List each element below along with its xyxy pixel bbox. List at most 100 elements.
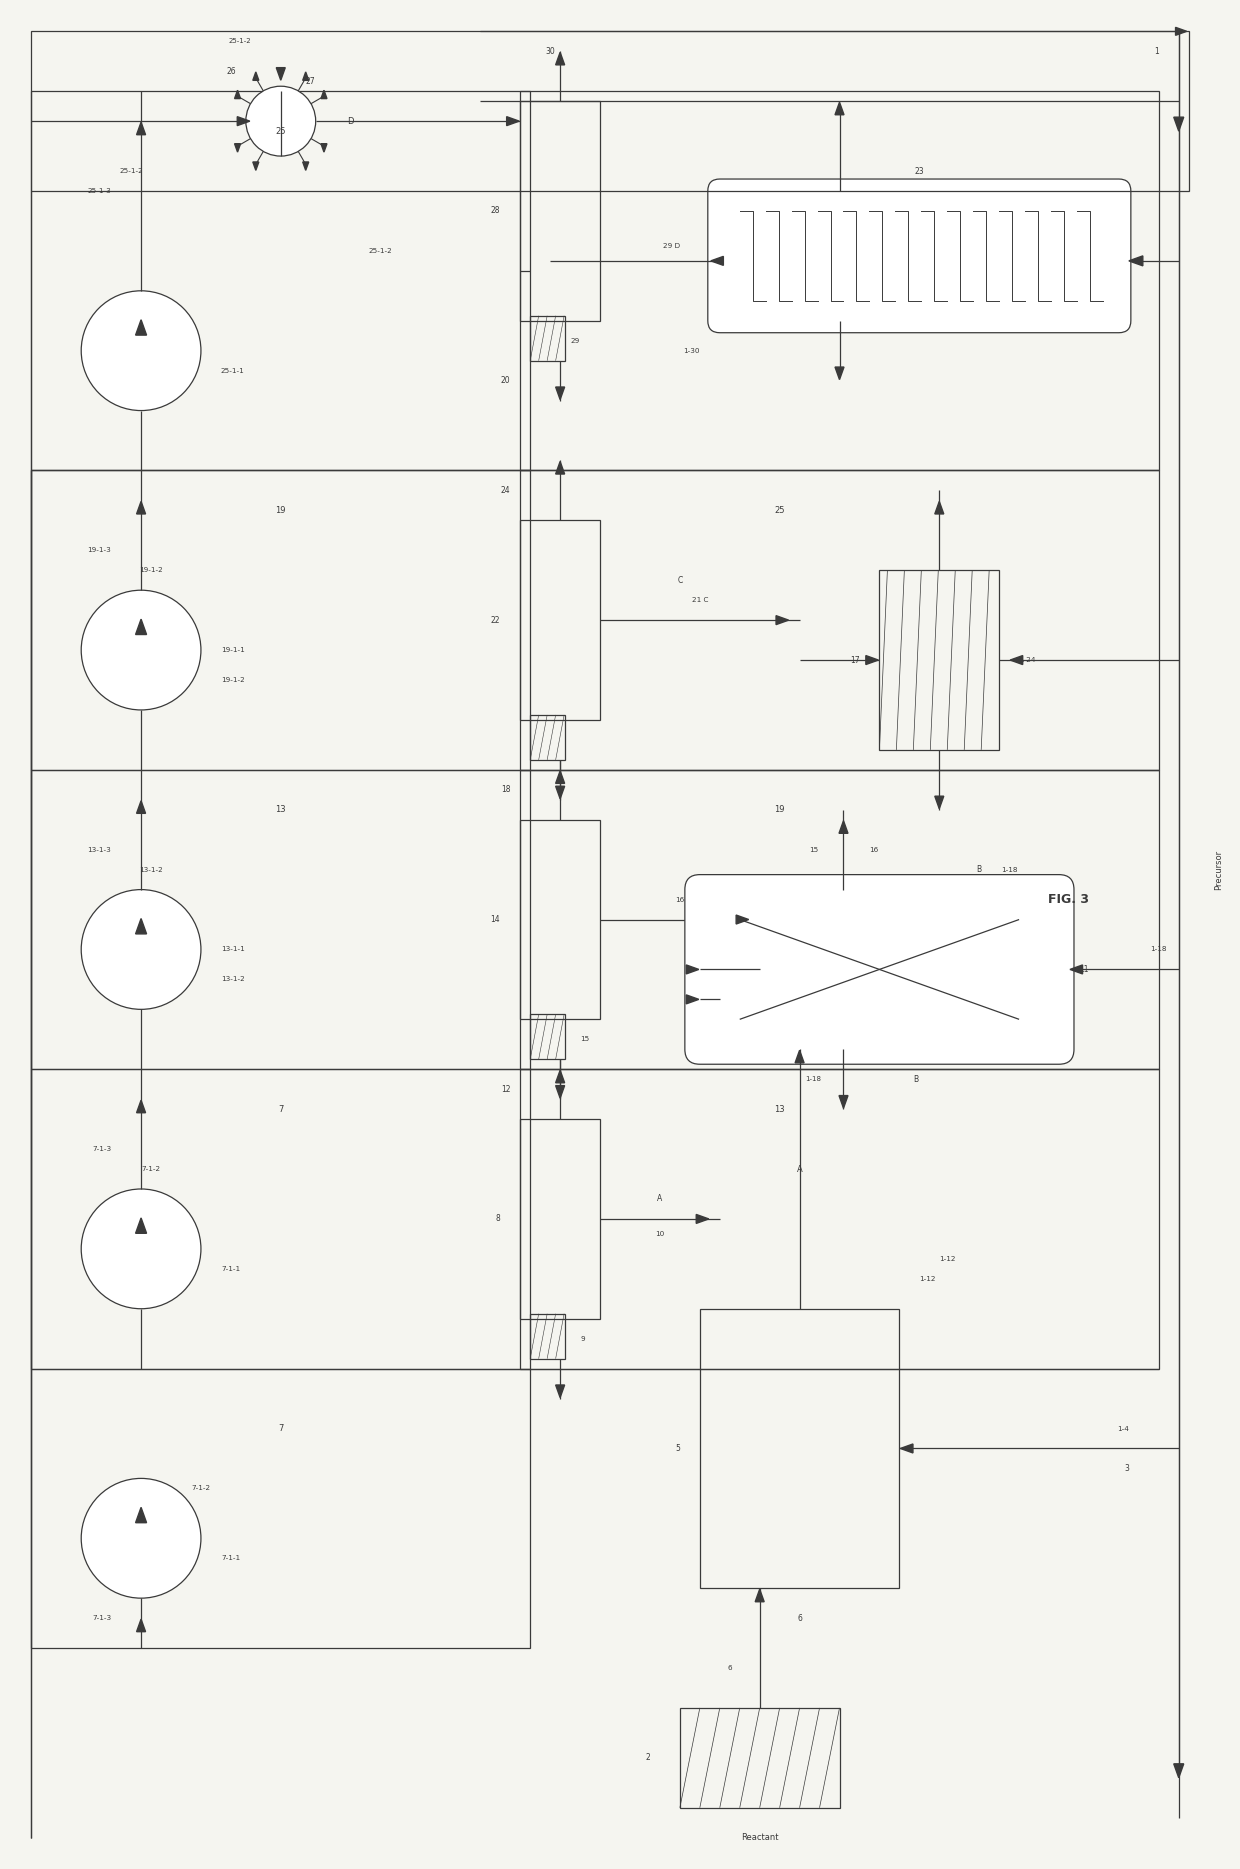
Text: B: B [913, 1075, 918, 1084]
Text: 29 D: 29 D [662, 243, 680, 249]
Text: 21 C: 21 C [692, 598, 708, 604]
Polygon shape [839, 820, 848, 834]
Text: 5: 5 [675, 1445, 680, 1452]
Polygon shape [935, 796, 944, 809]
Circle shape [81, 1189, 201, 1308]
Text: B: B [977, 865, 982, 875]
Text: 19-1-3: 19-1-3 [87, 548, 112, 553]
Text: 25-1-3: 25-1-3 [87, 189, 112, 194]
Polygon shape [556, 1071, 564, 1082]
Text: 18: 18 [501, 785, 510, 794]
Text: C: C [677, 576, 682, 585]
Polygon shape [303, 163, 309, 170]
Circle shape [81, 591, 201, 710]
Text: 13-1-1: 13-1-1 [221, 946, 244, 953]
Polygon shape [696, 1215, 709, 1224]
Text: 10: 10 [655, 1232, 665, 1237]
Polygon shape [1011, 656, 1023, 665]
Text: 1: 1 [1154, 47, 1159, 56]
Polygon shape [737, 916, 749, 923]
Polygon shape [556, 1385, 564, 1398]
Text: 27: 27 [306, 77, 315, 86]
Polygon shape [686, 994, 699, 1004]
Bar [521, 520, 600, 720]
Text: 22: 22 [491, 615, 500, 624]
Bar [531, 1015, 565, 1060]
Polygon shape [136, 121, 145, 135]
Circle shape [81, 292, 201, 411]
Bar [31, 1368, 531, 1648]
Polygon shape [776, 615, 789, 624]
Text: FIG. 3: FIG. 3 [1049, 893, 1090, 906]
Text: Reactant: Reactant [742, 1833, 779, 1843]
Text: 6: 6 [728, 1665, 732, 1671]
Text: 8: 8 [496, 1215, 500, 1224]
Polygon shape [136, 1619, 145, 1632]
Bar [521, 820, 600, 1019]
Text: 7: 7 [278, 1424, 284, 1434]
Text: 15: 15 [808, 847, 818, 852]
Bar [699, 1308, 899, 1589]
Text: 13-1-2: 13-1-2 [221, 976, 244, 983]
Circle shape [81, 1478, 201, 1598]
Polygon shape [556, 770, 564, 783]
Text: 30: 30 [546, 47, 556, 56]
Text: 1-12: 1-12 [919, 1277, 936, 1282]
Polygon shape [935, 501, 944, 514]
Circle shape [246, 86, 316, 157]
FancyBboxPatch shape [684, 875, 1074, 1063]
Polygon shape [136, 1101, 145, 1112]
Polygon shape [507, 116, 520, 125]
Polygon shape [686, 964, 699, 974]
Bar [31, 770, 531, 1069]
Text: 1-12: 1-12 [939, 1256, 956, 1262]
Text: 9: 9 [580, 1336, 585, 1342]
Text: 25-1-2: 25-1-2 [228, 37, 250, 45]
Polygon shape [556, 462, 564, 475]
Bar [31, 1069, 531, 1368]
Polygon shape [135, 320, 146, 335]
Text: Precursor: Precursor [1214, 850, 1223, 890]
FancyBboxPatch shape [708, 179, 1131, 333]
Bar [521, 770, 1159, 1069]
Polygon shape [234, 144, 241, 151]
Text: 12: 12 [501, 1084, 510, 1093]
Polygon shape [136, 501, 145, 514]
Text: 6: 6 [797, 1613, 802, 1622]
Text: 7-1-2: 7-1-2 [191, 1486, 211, 1491]
Text: 1-18: 1-18 [1001, 867, 1017, 873]
Text: 1-18: 1-18 [1151, 946, 1167, 953]
Circle shape [81, 890, 201, 1009]
Bar [531, 316, 565, 361]
Bar [531, 716, 565, 761]
Text: 1-30: 1-30 [683, 348, 699, 353]
Text: 24: 24 [501, 486, 510, 495]
Text: 7-1-1: 7-1-1 [221, 1555, 241, 1561]
Polygon shape [556, 387, 564, 400]
Text: 13: 13 [774, 1105, 785, 1114]
Bar [31, 471, 531, 770]
Polygon shape [321, 144, 327, 151]
Text: 19: 19 [775, 806, 785, 815]
Bar [521, 92, 1159, 471]
Text: 11: 11 [1079, 964, 1089, 974]
Polygon shape [135, 918, 146, 934]
Polygon shape [556, 787, 564, 798]
Polygon shape [556, 52, 564, 65]
Polygon shape [556, 1086, 564, 1099]
Bar [531, 1314, 565, 1359]
Polygon shape [755, 1589, 764, 1602]
Bar [521, 101, 600, 321]
Text: 1-24: 1-24 [1019, 658, 1035, 663]
Polygon shape [237, 116, 249, 125]
Text: 25: 25 [275, 127, 286, 136]
Bar [521, 1069, 1159, 1368]
Polygon shape [277, 67, 285, 80]
Text: A: A [797, 1164, 802, 1174]
Bar [521, 471, 1159, 770]
Polygon shape [321, 90, 327, 99]
Polygon shape [1176, 28, 1187, 36]
Polygon shape [303, 71, 309, 80]
Polygon shape [253, 71, 259, 80]
Text: 28: 28 [491, 206, 500, 215]
